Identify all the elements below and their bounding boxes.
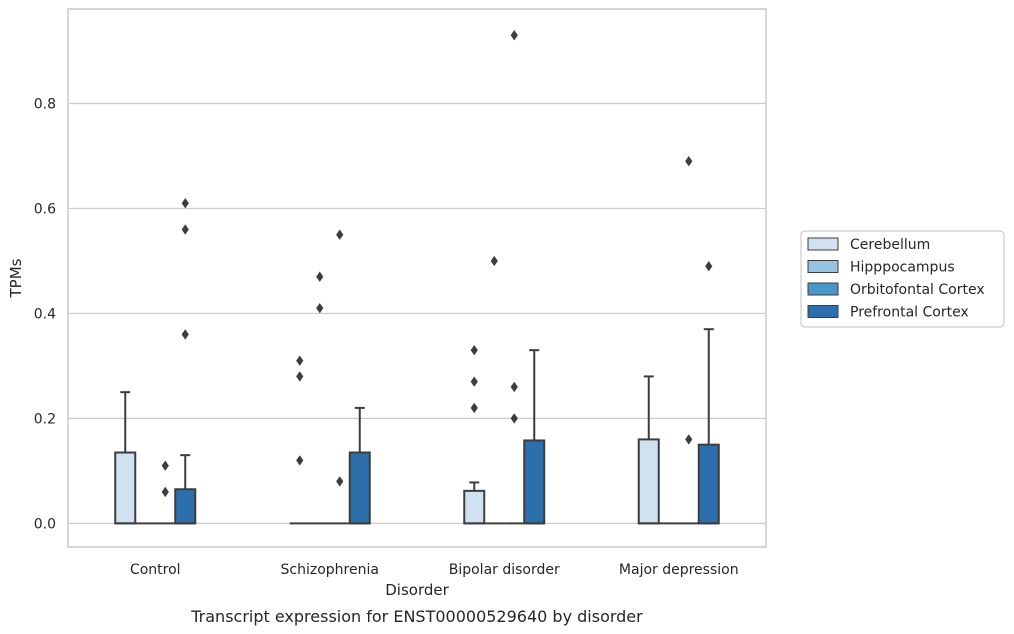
outlier-point [296,355,304,366]
box-body [697,443,720,525]
box-orbitofontal-cortex [678,156,699,525]
outlier-point [510,381,518,393]
legend-label: Cerebellum [850,237,930,253]
x-axis-label: Disorder [385,581,449,599]
y-tick-labels: 0.0 0.2 0.4 0.6 0.8 [34,96,56,532]
y-tick-label: 0.0 [34,516,56,532]
legend-label: Hipppocampus [850,260,955,276]
legend: Cerebellum Hipppocampus Orbitofontal Corte… [800,230,1005,328]
box-prefrontal-cortex [697,260,720,525]
outlier-point [161,460,169,471]
legend-frame [800,230,1005,328]
outlier-point [181,224,189,235]
box-cerebellum [637,375,660,525]
box-body [114,451,137,525]
x-tick-label: Control [130,562,181,578]
outlier-point [470,376,478,387]
box-cerebellum [463,344,486,525]
box-orbitofontal-cortex [504,30,525,525]
x-tick-label: Major depression [619,562,739,578]
box-cerebellum [114,391,137,525]
y-tick-label: 0.4 [34,306,56,322]
x-tick-labels: Control Schizophrenia Bipolar disorder Majo… [130,562,739,578]
box-body [174,488,197,525]
box-layer [114,30,720,525]
gridlines [68,102,766,524]
outlier-point [336,229,344,240]
box-prefrontal-cortex [348,406,371,525]
outlier-point [336,476,344,487]
outlier-point [470,344,478,356]
box-body [463,489,486,525]
y-tick-label: 0.2 [34,411,56,427]
x-tick-label: Schizophrenia [281,562,379,578]
outlier-point [510,413,518,424]
outlier-point [490,255,498,267]
outlier-point [685,156,693,167]
box-cerebellum [289,355,310,525]
outlier-point [470,402,478,414]
outlier-point [161,486,169,498]
outlier-point [181,198,189,209]
box-body [523,439,546,525]
outlier-point [685,434,693,445]
box-prefrontal-cortex [174,198,197,525]
outlier-point [316,302,324,314]
y-tick-label: 0.8 [34,96,56,112]
legend-swatch [807,260,839,273]
legend-label: Orbitofontal Cortex [850,282,985,298]
box-body [637,438,660,525]
x-tick-label: Bipolar disorder [449,562,560,578]
legend-swatch [807,237,839,251]
box-orbitofontal-cortex [329,229,350,525]
outlier-point [316,271,324,282]
y-axis-label: TPMs [7,258,25,298]
box-body [348,451,371,525]
box-orbitofontal-cortex [155,460,176,525]
outlier-point [181,329,189,340]
outlier-point [705,260,713,272]
box-hipppocampus [484,255,505,525]
legend-swatch [807,282,839,296]
plot-frame [67,8,767,548]
chart-title: Transcript expression for ENST0000052964… [190,607,643,626]
y-tick-label: 0.6 [34,201,56,217]
outlier-point [510,30,518,41]
box-hipppocampus [309,271,330,525]
outlier-point [296,455,304,466]
outlier-point [296,371,304,382]
box-prefrontal-cortex [523,349,546,525]
legend-label: Prefrontal Cortex [850,305,969,321]
legend-swatch [807,305,839,318]
